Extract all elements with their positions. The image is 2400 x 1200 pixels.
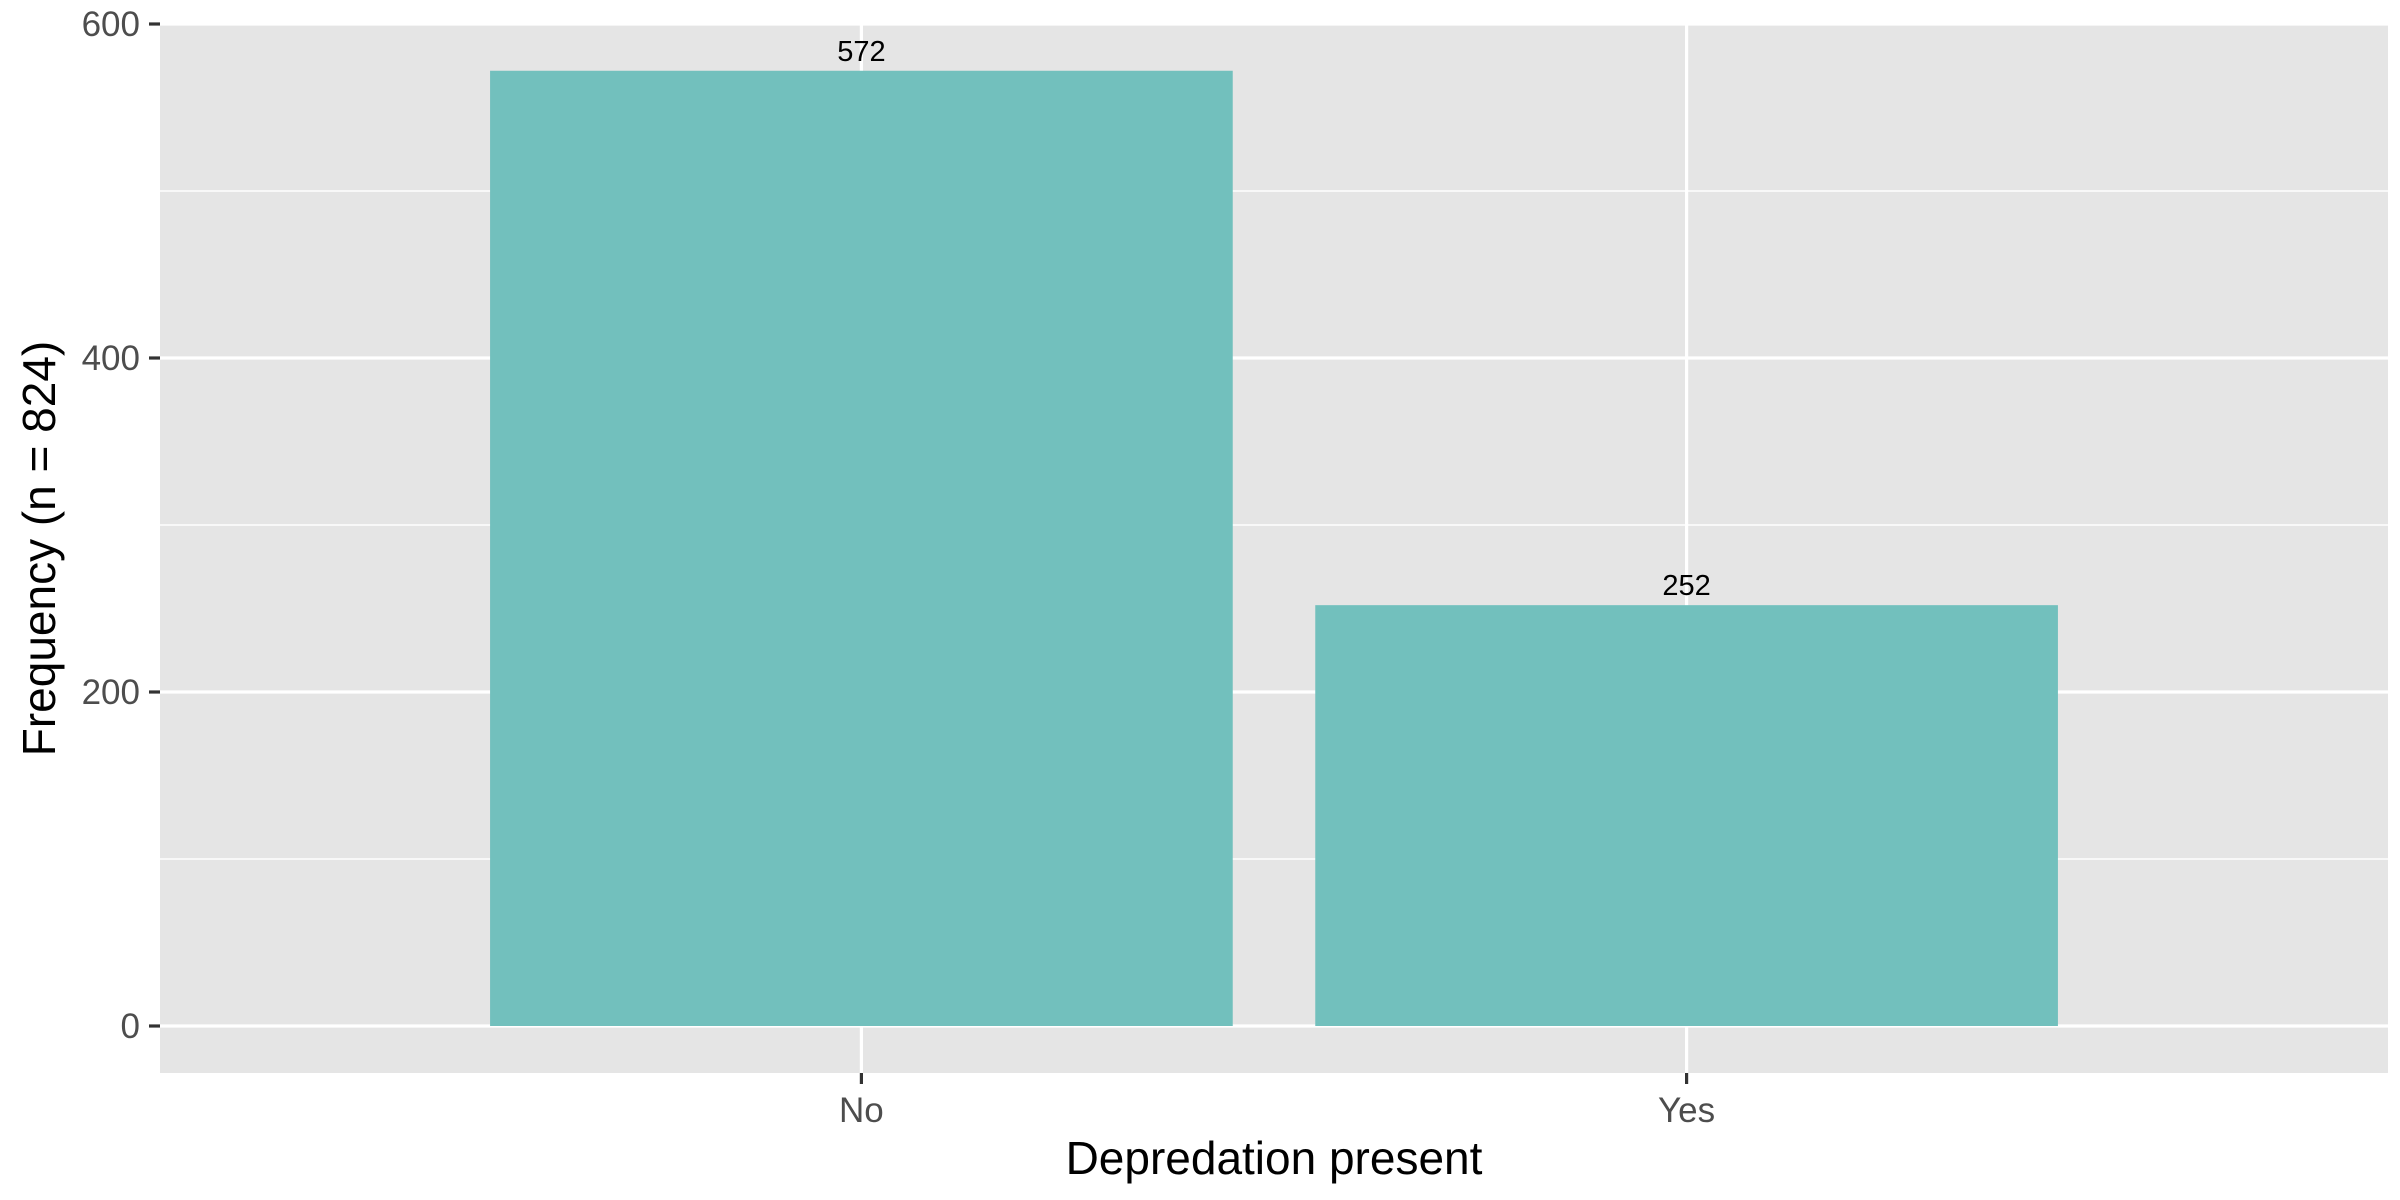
data-label: 252 xyxy=(1662,570,1710,602)
bar-no xyxy=(490,70,1233,1026)
data-label: 572 xyxy=(837,36,885,68)
y-tick-label: 600 xyxy=(82,5,140,44)
y-axis-title: Frequency (n = 824) xyxy=(13,341,65,757)
bar-yes xyxy=(1315,605,2058,1026)
x-axis-title: Depredation present xyxy=(1066,1132,1483,1184)
bars xyxy=(490,70,2058,1026)
y-tick-label: 400 xyxy=(82,339,140,378)
y-tick-label: 0 xyxy=(121,1007,140,1046)
x-axis: No Yes xyxy=(839,1073,1715,1130)
y-axis: 0 200 400 600 xyxy=(82,5,160,1046)
x-tick-label: Yes xyxy=(1658,1091,1715,1130)
data-labels: 572 252 xyxy=(837,36,1711,602)
x-tick-label: No xyxy=(839,1091,884,1130)
y-tick-label: 200 xyxy=(82,673,140,712)
